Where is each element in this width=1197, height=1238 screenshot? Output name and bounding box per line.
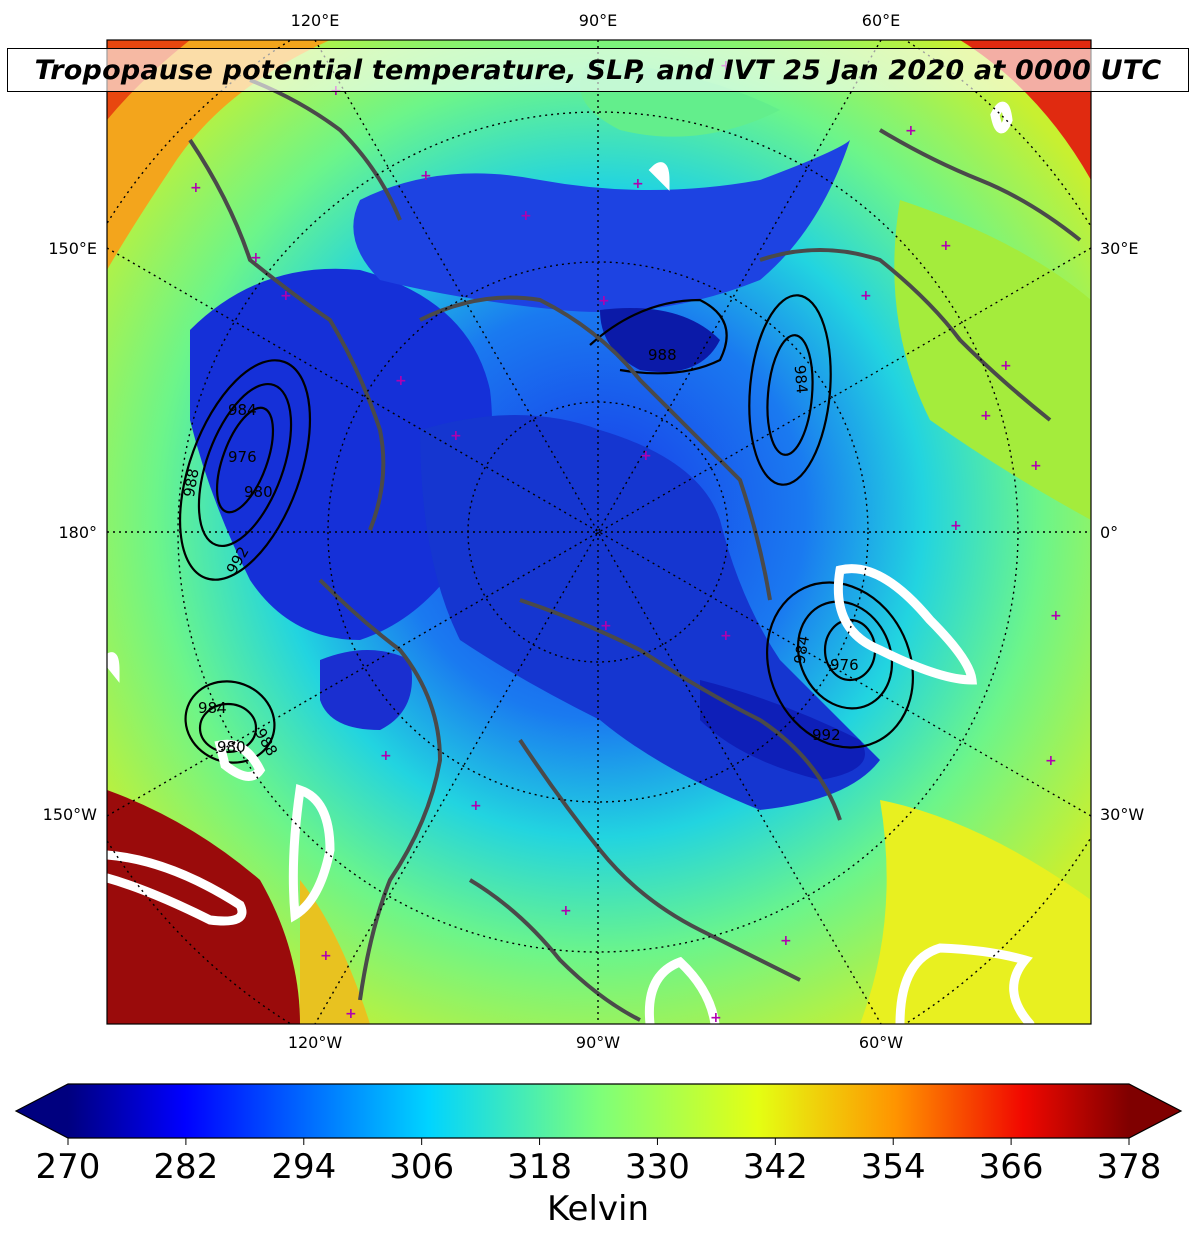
ivt-contour-se [895, 943, 1035, 1024]
colorbar: 270 282 294 306 318 330 342 354 366 378 Kelvin [14, 1083, 1183, 1229]
svg-text:+: + [190, 180, 202, 196]
isobar-label: 980 [217, 738, 246, 756]
isobar-984-ne [748, 294, 832, 486]
lon-label-bottom: 90°W [576, 1033, 620, 1052]
isobar-label: 984 [198, 699, 227, 717]
lon-label-top: 120°E [291, 11, 340, 30]
coastlines [188, 78, 1082, 1022]
lon-label-left: 150°W [43, 805, 98, 824]
isobar-label: 976 [830, 656, 859, 674]
svg-text:+: + [520, 208, 532, 224]
isobar-label: 980 [244, 483, 273, 501]
svg-text:+: + [560, 903, 572, 919]
colorbar-label: Kelvin [547, 1189, 649, 1229]
svg-text:+: + [940, 238, 952, 254]
warm-region-s [300, 880, 370, 1024]
lon-label-left: 150°E [48, 239, 97, 258]
colorbar-ticks: 270 282 294 306 318 330 342 354 366 378 [36, 1138, 1162, 1187]
svg-text:+: + [780, 933, 792, 949]
warm-region-e [894, 200, 1091, 520]
isobar-label: 988 [648, 346, 677, 364]
cold-region-north [353, 140, 850, 312]
lon-label-bottom: 120°W [288, 1033, 343, 1052]
svg-text:+: + [905, 123, 917, 139]
isobar-label: 984 [791, 364, 811, 394]
colorbar-tick-label: 294 [271, 1147, 336, 1187]
colorbar-tick-label: 270 [36, 1147, 101, 1187]
colorbar-body [68, 1084, 1129, 1138]
svg-text:+: + [632, 176, 644, 192]
svg-text:+: + [710, 1010, 722, 1026]
svg-text:+: + [1045, 753, 1057, 769]
isobar-label: 976 [228, 448, 257, 466]
lon-label-right: 0° [1100, 523, 1118, 542]
isobar-label: 992 [812, 726, 841, 744]
isobars [178, 294, 915, 764]
colorbar-tick-label: 330 [625, 1147, 690, 1187]
ivt-contour-west [214, 739, 266, 781]
svg-text:+: + [420, 168, 432, 184]
colorbar-tick-label: 306 [389, 1147, 454, 1187]
cold-streak-se [700, 680, 865, 780]
ivt-contour-far-sw [107, 850, 247, 926]
svg-text:+: + [950, 518, 962, 534]
isobar-988-sw [184, 680, 276, 764]
lon-label-top: 90°E [579, 11, 617, 30]
isobar-992-se [765, 581, 915, 749]
longitude-labels: 120°E 90°E 60°E 120°W 90°W 60°W 150°E 18… [43, 11, 1145, 1052]
isobar-992-west [178, 359, 312, 581]
svg-text:+: + [1050, 608, 1062, 624]
svg-text:+: + [280, 288, 292, 304]
colorbar-tick-label: 354 [861, 1147, 926, 1187]
colorbar-tick-label: 282 [153, 1147, 218, 1187]
hot-region-sw [107, 790, 300, 1024]
lon-label-left: 180° [58, 523, 97, 542]
colorbar-tick-label: 318 [507, 1147, 572, 1187]
colorbar-tick-label: 366 [979, 1147, 1044, 1187]
svg-text:+: + [320, 948, 332, 964]
svg-text:+: + [450, 428, 462, 444]
ivt-contour-east [833, 564, 977, 685]
svg-text:+: + [980, 408, 992, 424]
lon-label-right: 30°W [1100, 805, 1144, 824]
title-box: Tropopause potential temperature, SLP, a… [7, 48, 1189, 92]
svg-text:+: + [598, 293, 610, 309]
svg-text:+: + [860, 288, 872, 304]
map-title: Tropopause potential temperature, SLP, a… [34, 54, 1162, 86]
svg-text:+: + [395, 373, 407, 389]
ivt-contours [107, 101, 1035, 1024]
colorbar-tick-label: 342 [743, 1147, 808, 1187]
isobar-label: 984 [790, 634, 813, 665]
svg-text:+: + [1000, 358, 1012, 374]
svg-text:+: + [380, 748, 392, 764]
ivt-contour-n [648, 162, 670, 191]
svg-text:+: + [640, 448, 652, 464]
graticule [107, 40, 1091, 1024]
svg-text:+: + [720, 628, 732, 644]
isobar-984-n [589, 298, 728, 375]
ivt-contour-s [644, 956, 720, 1024]
colorbar-extend-min [16, 1084, 68, 1138]
lon-label-top: 60°E [862, 11, 900, 30]
cold-region-sw [320, 650, 412, 730]
warm-region-nw [107, 40, 330, 270]
svg-text:+: + [600, 618, 612, 634]
svg-text:+: + [345, 1006, 357, 1022]
svg-text:+: + [250, 250, 262, 266]
lon-label-right: 30°E [1100, 239, 1138, 258]
svg-text:+: + [470, 798, 482, 814]
ivt-contour-sw [288, 784, 335, 923]
cold-core-n [600, 308, 720, 372]
colorbar-tick-label: 378 [1097, 1147, 1162, 1187]
colorbar-extend-max [1129, 1084, 1181, 1138]
isobar-labels: 984 976 980 988 992 984 980 988 984 976 … [180, 346, 859, 759]
lon-label-bottom: 60°W [859, 1033, 903, 1052]
map-border [106, 39, 1092, 1025]
ivt-contour-ne [990, 101, 1013, 134]
svg-text:+: + [1030, 458, 1042, 474]
map-panel: +++ +++ +++ +++ +++ +++ +++ +++ +++ +++ [107, 40, 1091, 1026]
isobar-label: 984 [228, 401, 257, 419]
isobar-label: 988 [180, 467, 203, 498]
